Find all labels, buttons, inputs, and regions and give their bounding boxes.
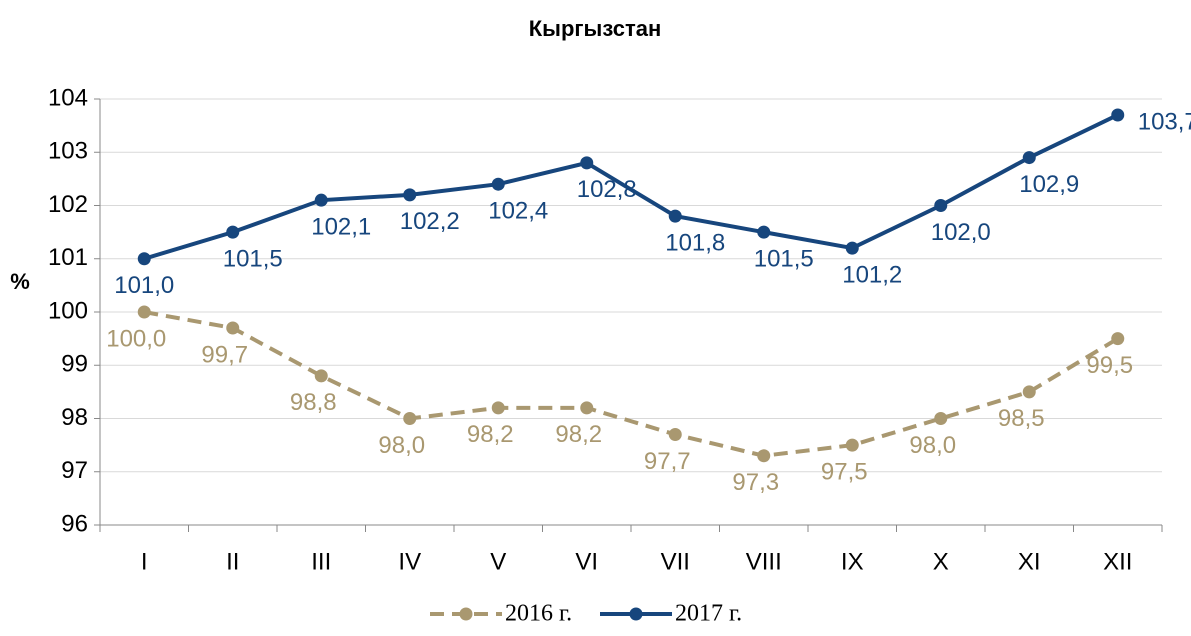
marker	[137, 305, 151, 319]
marker	[403, 412, 417, 425]
marker	[1022, 385, 1036, 399]
data-label: 102,9	[1019, 171, 1079, 198]
marker	[1111, 332, 1125, 346]
marker	[668, 427, 682, 441]
data-label: 98,5	[998, 405, 1045, 432]
x-tick-label: IV	[398, 548, 421, 575]
marker	[314, 193, 328, 207]
marker	[491, 177, 505, 191]
legend-label: 2017 г.	[675, 601, 742, 627]
data-label: 97,7	[644, 448, 691, 475]
marker	[845, 438, 859, 452]
line	[143, 310, 1119, 458]
legend-marker	[459, 607, 473, 621]
data-label: 103,7	[1138, 108, 1191, 135]
data-label: 102,2	[400, 208, 460, 235]
y-tick-label: 101	[48, 244, 88, 271]
marker	[580, 401, 594, 415]
data-label: 101,0	[114, 272, 174, 299]
x-tick-label: V	[490, 548, 506, 575]
data-label: 98,0	[909, 432, 956, 459]
data-label: 101,2	[842, 261, 902, 288]
marker	[226, 321, 240, 335]
marker	[403, 188, 417, 202]
data-label: 98,0	[378, 432, 425, 459]
data-label: 97,5	[821, 458, 868, 485]
data-label: 100,0	[106, 325, 166, 352]
y-axis-label: %	[10, 269, 30, 294]
data-label: 98,8	[290, 389, 337, 416]
y-tick-label: 103	[48, 138, 88, 165]
x-tick-label: II	[226, 548, 239, 575]
y-tick-label: 99	[61, 351, 88, 378]
marker	[137, 252, 151, 266]
data-label: 97,3	[732, 469, 779, 496]
line	[143, 113, 1119, 261]
y-tick-label: 96	[61, 510, 88, 537]
data-label: 102,0	[931, 219, 991, 246]
legend-marker	[629, 607, 643, 621]
marker	[934, 199, 948, 212]
marker	[1022, 151, 1036, 165]
marker	[580, 156, 594, 170]
x-tick-label: VI	[575, 548, 598, 575]
x-tick-label: IX	[841, 548, 864, 575]
marker	[757, 225, 771, 239]
marker	[226, 225, 240, 239]
data-label: 98,2	[467, 421, 514, 448]
legend-label: 2016 г.	[505, 601, 572, 627]
x-tick-label: VII	[661, 548, 690, 575]
data-label: 99,5	[1086, 352, 1133, 379]
data-label: 102,8	[577, 176, 637, 203]
x-tick-label: XI	[1018, 548, 1041, 575]
chart-title: Кыргызстан	[529, 16, 662, 41]
data-label: 102,4	[488, 198, 548, 225]
marker	[668, 209, 682, 223]
data-label: 102,1	[311, 214, 371, 241]
marker	[934, 412, 948, 425]
data-label: 101,5	[223, 245, 283, 272]
marker	[1111, 108, 1125, 122]
marker	[491, 401, 505, 415]
marker	[314, 369, 328, 383]
x-tick-label: X	[933, 548, 949, 575]
y-tick-label: 97	[61, 457, 88, 484]
marker	[757, 449, 771, 463]
x-tick-label: I	[141, 548, 148, 575]
y-tick-label: 104	[48, 84, 88, 111]
marker	[845, 241, 859, 255]
data-label: 98,2	[555, 421, 602, 448]
y-tick-label: 102	[48, 191, 88, 218]
data-label: 101,5	[754, 245, 814, 272]
y-tick-label: 98	[61, 404, 88, 431]
data-label: 99,7	[201, 341, 248, 368]
x-tick-label: VIII	[746, 548, 782, 575]
x-tick-label: XII	[1103, 548, 1132, 575]
y-tick-label: 100	[48, 297, 88, 324]
data-label: 101,8	[665, 229, 725, 256]
x-tick-label: III	[311, 548, 331, 575]
